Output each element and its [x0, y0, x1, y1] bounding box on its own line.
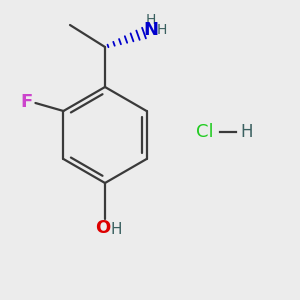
Text: H: H — [240, 123, 253, 141]
Text: F: F — [20, 93, 33, 111]
Text: O: O — [95, 219, 111, 237]
Text: H: H — [110, 221, 122, 236]
Text: H: H — [157, 23, 167, 37]
Text: Cl: Cl — [196, 123, 214, 141]
Text: H: H — [146, 13, 156, 27]
Text: N: N — [143, 21, 158, 39]
